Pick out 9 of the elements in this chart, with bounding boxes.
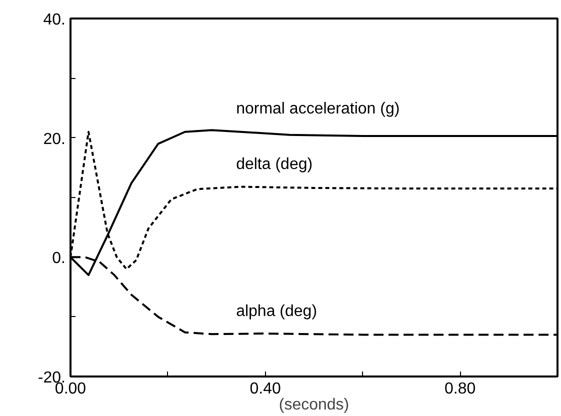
series-label: normal acceleration (g) (236, 100, 400, 118)
x-tick-label: 0.40 (250, 380, 281, 398)
x-tick-label: 0.80 (444, 380, 476, 398)
y-tick-label: 20. (43, 130, 66, 148)
series-label: delta (deg) (236, 156, 313, 174)
y-tick-label: 40. (43, 12, 66, 28)
series-label: alpha (deg) (236, 302, 318, 320)
y-tick-label: 0. (52, 250, 66, 268)
x-axis-title: (seconds) (278, 396, 350, 414)
